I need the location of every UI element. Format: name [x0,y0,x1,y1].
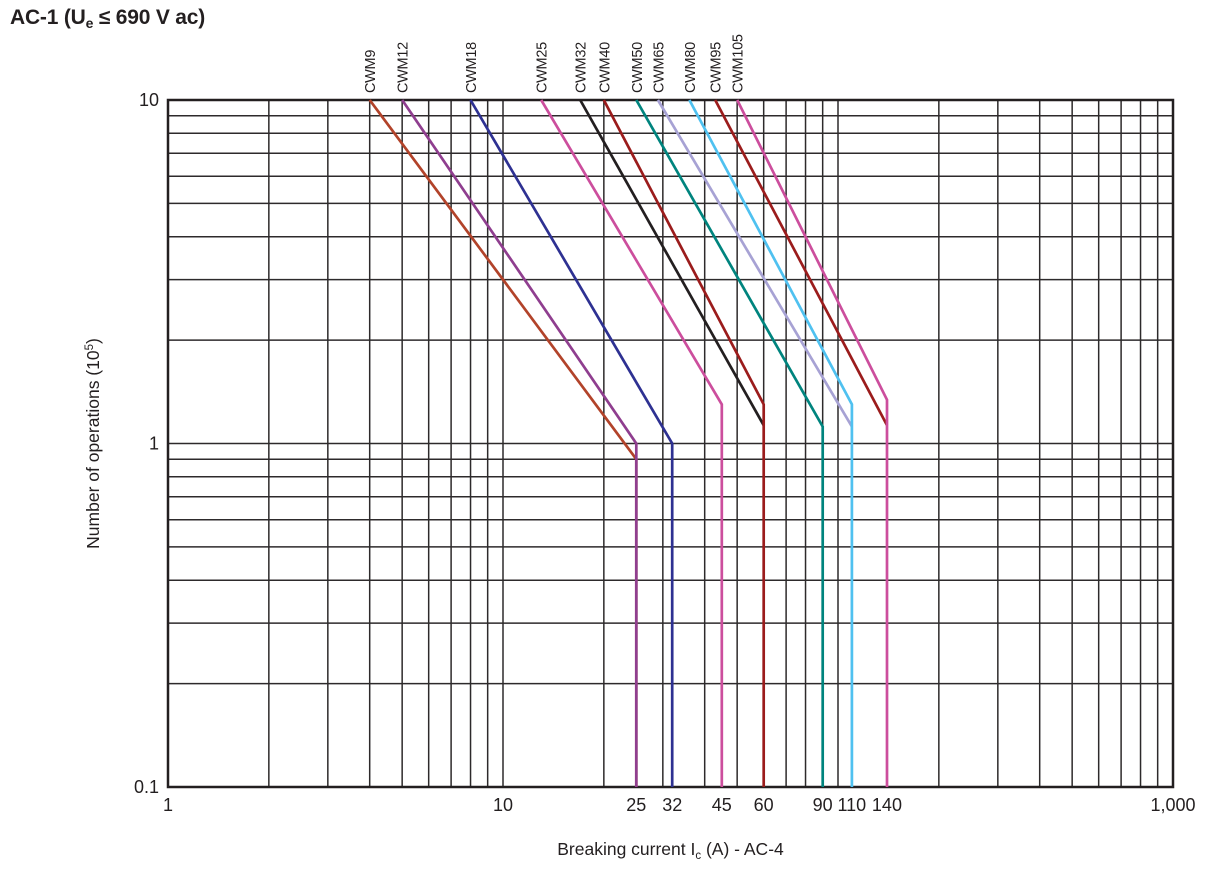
x-tick-label-90: 90 [813,795,833,815]
y-tick-label-10: 10 [139,90,159,110]
x-tick-label-45: 45 [712,795,732,815]
x-axis-title: Breaking current Ic (A) - AC-4 [557,839,784,862]
curve-CWM12 [401,99,638,787]
x-tick-label-60: 60 [754,795,774,815]
x-tick-label-1: 1 [163,795,173,815]
y-tick-label-1: 1 [149,434,159,454]
chart-title-prefix: AC-1 (U [10,6,86,29]
plot-border [166,98,1175,789]
curve-CWM40 [602,99,766,787]
curve-CWM50 [635,99,825,787]
chart-title-suffix: ≤ 690 V ac) [93,6,206,29]
curve-label-CWM12: CWM12 [396,42,412,93]
curve-CWM80 [688,99,854,787]
x-tick-label-140: 140 [872,795,902,815]
curve-CWM18 [469,99,674,787]
x-tick-label-1,000: 1,000 [1150,795,1195,815]
y-tick-label-0.1: 0.1 [134,777,159,797]
x-tick-label-110: 110 [838,795,867,815]
curve-CWM32 [579,99,765,426]
curve-CWM25 [540,99,724,787]
curve-label-CWM95: CWM95 [709,42,725,93]
curve-label-CWM65: CWM65 [651,42,667,93]
curve-label-CWM18: CWM18 [464,42,480,93]
x-tick-label-32: 32 [662,795,682,815]
curve-label-CWM32: CWM32 [574,42,590,93]
curve-label-CWM9: CWM9 [363,50,379,93]
y-axis-title: Number of operations (105) [83,338,103,549]
chart-title: AC-1 (Ue ≤ 690 V ac) [10,6,205,31]
curve-CWM65 [656,99,854,428]
curve-label-CWM50: CWM50 [630,42,646,93]
curve-label-CWM80: CWM80 [683,42,699,93]
curve-label-CWM25: CWM25 [535,42,551,93]
curve-label-CWM40: CWM40 [597,42,613,93]
curve-CWM105 [735,99,889,787]
chart-title-subscript: e [85,15,94,31]
curve-label-CWM105: CWM105 [731,34,747,93]
curve-CWM95 [714,99,889,426]
x-tick-label-10: 10 [493,795,513,815]
x-tick-label-25: 25 [626,795,646,815]
